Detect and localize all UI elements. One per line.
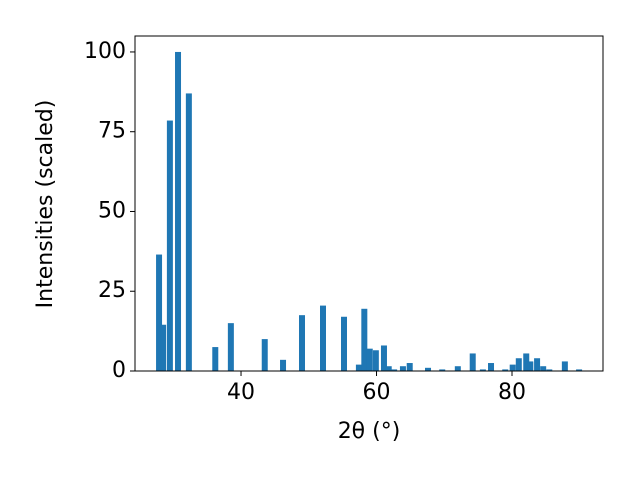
x-tick-label: 40 [227,380,255,405]
bar [469,353,476,371]
bar [523,353,530,371]
bar [361,308,368,371]
bar [546,369,553,371]
bar [454,366,461,371]
bar [479,369,486,371]
y-axis-label: Intensities (scaled) [33,100,58,309]
bar [380,345,387,371]
bar [527,361,534,371]
bar [372,350,379,371]
bar [488,363,495,371]
bar [439,369,446,371]
bar [561,361,568,371]
plot-frame [134,35,604,372]
bar [509,364,516,371]
bar [366,348,373,371]
bar [502,369,509,371]
bar [576,369,583,371]
x-tick-label: 60 [363,380,391,405]
bar [425,367,432,371]
bar [406,363,413,371]
bar [391,369,398,371]
bar [540,366,547,371]
y-tick-label: 75 [98,119,126,144]
y-tick-label: 25 [98,278,126,303]
bar [212,347,219,371]
bar [355,364,362,371]
bar [280,359,287,371]
bar [261,339,268,371]
y-tick-label: 0 [112,358,126,383]
bar [515,358,522,371]
x-axis-label: 2θ (°) [338,419,401,444]
bar [227,323,234,371]
bar [156,254,163,371]
y-tick-label: 50 [98,198,126,223]
bar [166,120,173,371]
bar [341,316,348,371]
bar [399,366,406,371]
bar [319,305,326,371]
x-tick-label: 80 [498,380,526,405]
bar [160,324,167,371]
bar [385,366,392,371]
bar [185,93,192,371]
bar [534,358,541,371]
bar [298,315,305,371]
bar [175,51,182,371]
y-tick-label: 100 [84,39,126,64]
